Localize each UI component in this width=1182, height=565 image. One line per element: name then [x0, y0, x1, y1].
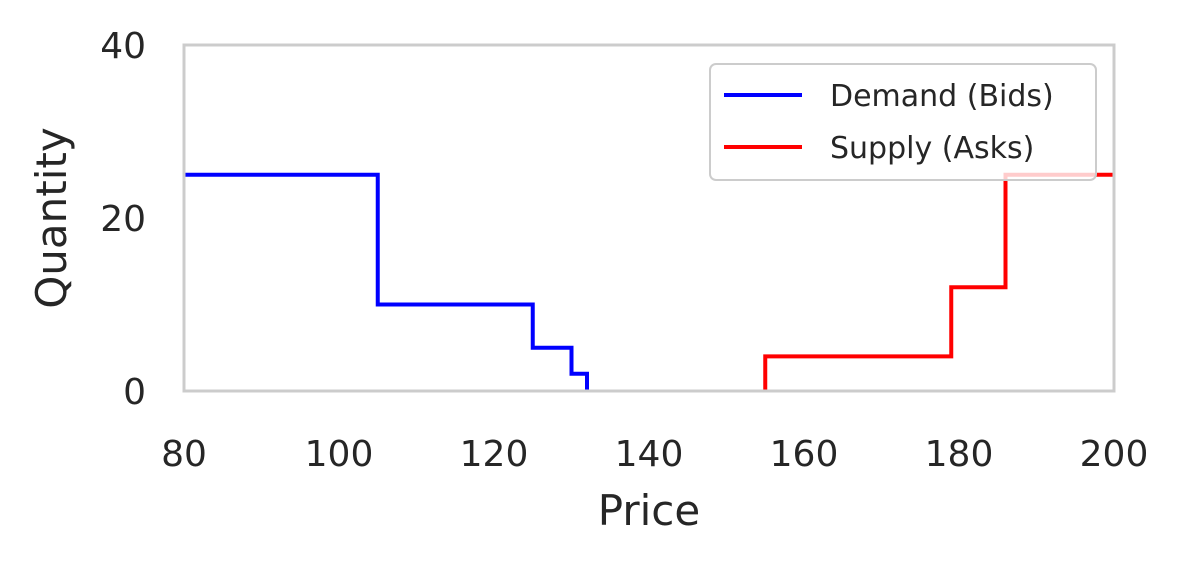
y-axis-title: Quantity [27, 127, 76, 309]
x-tick-label: 100 [305, 434, 374, 475]
y-tick-labels: 0 20 40 [100, 26, 146, 413]
x-tick-label: 160 [770, 434, 839, 475]
x-tick-label: 200 [1080, 434, 1149, 475]
x-tick-label: 140 [615, 434, 684, 475]
y-tick-label: 0 [123, 372, 146, 413]
y-tick-label: 20 [100, 199, 146, 240]
legend-box [709, 63, 1097, 181]
x-tick-label: 80 [161, 434, 207, 475]
x-tick-labels: 80 100 120 140 160 180 200 [161, 434, 1148, 475]
series-line-supply [763, 172, 1114, 391]
y-tick-label: 40 [100, 26, 146, 67]
legend-label-demand: Demand (Bids) [830, 79, 1054, 114]
series-line-demand [184, 172, 589, 391]
legend-label-supply: Supply (Asks) [830, 131, 1034, 166]
series-layer [184, 172, 1114, 391]
x-tick-label: 120 [460, 434, 529, 475]
x-axis-title: Price [598, 486, 700, 535]
x-tick-label: 180 [925, 434, 994, 475]
plot-frame [182, 43, 1116, 393]
legend: Demand (Bids) Supply (Asks) [709, 63, 1097, 181]
